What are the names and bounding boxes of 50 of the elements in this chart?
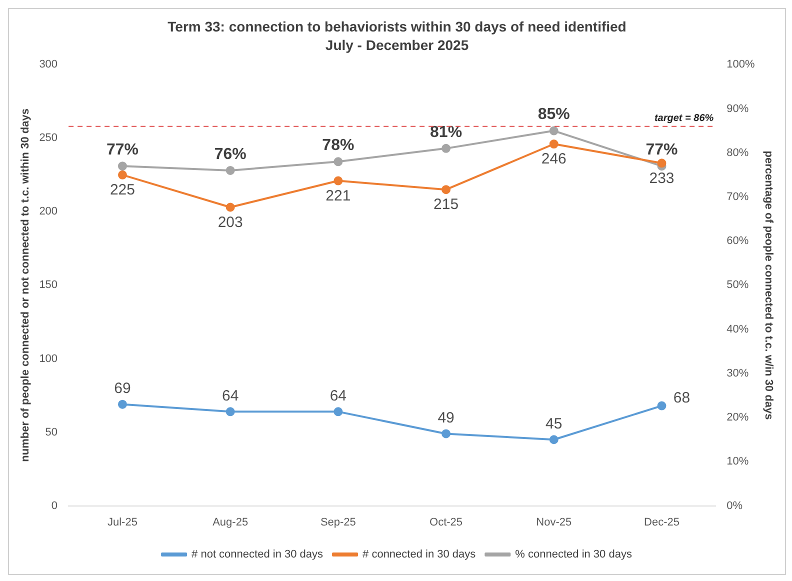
y2-tick-label: 50% — [726, 279, 749, 292]
data-label: 64 — [330, 387, 347, 404]
data-label: 221 — [326, 187, 351, 204]
data-label: 45 — [546, 415, 562, 432]
legend-label: # connected in 30 days — [362, 548, 476, 561]
y2-tick-label: 80% — [726, 146, 749, 159]
data-label: 78% — [322, 137, 354, 154]
chart-title: Term 33: connection to behaviorists within 30 days of need identified — [168, 18, 626, 34]
y2-tick-label: 90% — [726, 102, 749, 115]
y-tick-label: 300 — [39, 58, 58, 71]
data-label: 64 — [222, 387, 239, 404]
data-label: 85% — [538, 106, 570, 124]
data-label: 49 — [438, 409, 454, 426]
data-label: 246 — [541, 150, 566, 168]
y-axis-title: number of people connected or not connected to t.c. within 30 days — [20, 108, 32, 462]
data-label: 81% — [430, 124, 462, 141]
y2-tick-label: 60% — [726, 235, 749, 248]
y2-tick-label: 100% — [726, 58, 756, 71]
y2-tick-label: 70% — [726, 190, 749, 203]
data-label: 233 — [649, 170, 674, 187]
y-tick-label: 0 — [51, 500, 58, 512]
y2-tick-label: 40% — [726, 323, 749, 336]
data-label: 69 — [114, 380, 131, 397]
y2-tick-label: 10% — [726, 456, 749, 468]
legend-label: % connected in 30 days — [515, 548, 632, 561]
y-tick-label: 150 — [39, 279, 58, 292]
data-label: 76% — [214, 146, 246, 163]
legend-label: # not connected in 30 days — [192, 548, 324, 561]
ref-line-label: target = 86% — [654, 113, 714, 124]
x-tick-label: Dec-25 — [644, 516, 680, 528]
y-tick-label: 50 — [45, 426, 58, 438]
data-label: 77% — [646, 141, 678, 158]
y-tick-label: 250 — [39, 132, 58, 144]
y-tick-label: 200 — [39, 206, 58, 218]
x-tick-label: Oct-25 — [430, 516, 463, 528]
y2-tick-label: 30% — [726, 367, 749, 380]
x-tick-label: Aug-25 — [212, 516, 248, 528]
y2-tick-label: 0% — [726, 500, 743, 512]
x-tick-label: Jul-25 — [107, 516, 138, 528]
x-tick-label: Sep-25 — [320, 516, 356, 528]
y2-tick-label: 20% — [726, 412, 749, 424]
data-label: 77% — [106, 141, 138, 158]
y2-axis-title: percentage of people connected to t.c. w/in 30 days — [762, 150, 774, 420]
data-label: 68 — [673, 389, 690, 406]
y-tick-label: 100 — [39, 352, 58, 365]
data-label: 203 — [218, 214, 243, 231]
chart-subtitle: July - December 2025 — [325, 37, 469, 54]
x-tick-label: Nov-25 — [536, 516, 572, 528]
data-label: 215 — [434, 196, 459, 214]
data-label: 225 — [110, 182, 135, 199]
